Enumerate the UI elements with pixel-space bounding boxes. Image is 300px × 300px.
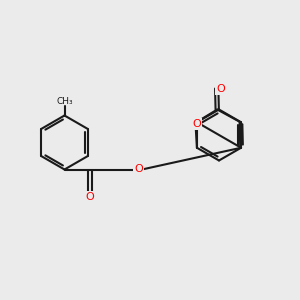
Text: O: O	[216, 83, 225, 94]
Text: O: O	[134, 164, 143, 175]
Text: O: O	[85, 192, 94, 203]
Text: O: O	[192, 119, 201, 129]
Text: CH₃: CH₃	[56, 97, 73, 106]
